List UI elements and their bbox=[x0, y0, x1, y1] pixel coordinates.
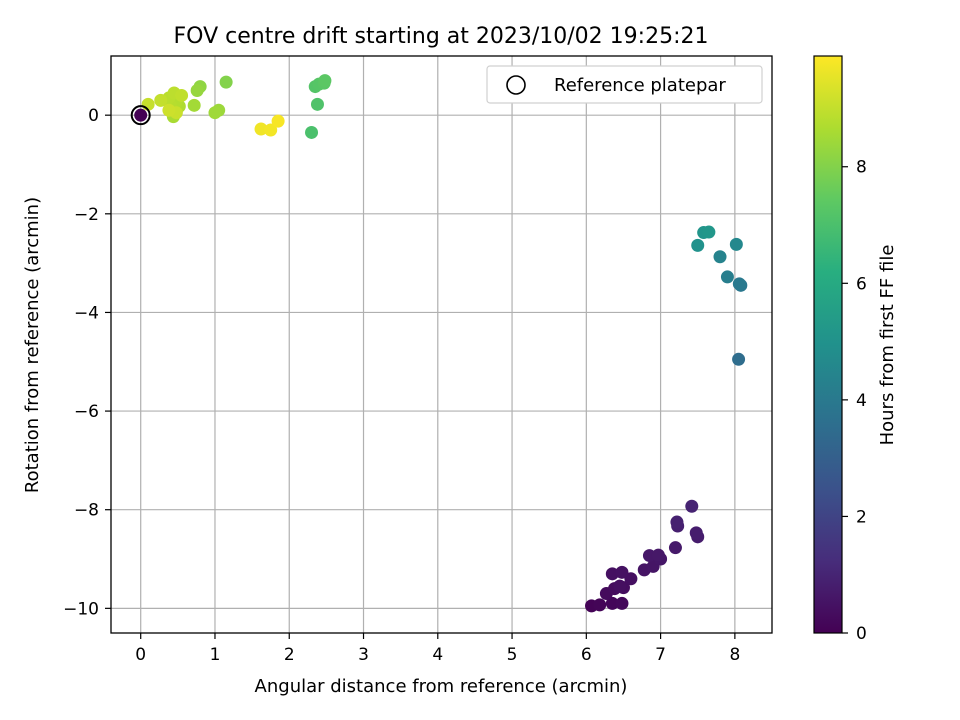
reference-platepar-marker bbox=[130, 105, 151, 126]
y-axis-ticks: 0 −2 −4 −6 −8 −10 bbox=[63, 106, 111, 619]
legend: Reference platepar bbox=[486, 65, 763, 104]
data-point bbox=[219, 75, 233, 89]
colorbar-ticks: 0 2 4 6 8 bbox=[842, 158, 867, 644]
data-points bbox=[134, 74, 748, 613]
colorbar-tick-label: 6 bbox=[856, 274, 867, 294]
x-tick-label: 3 bbox=[358, 645, 369, 665]
y-tick-label: −8 bbox=[74, 501, 99, 521]
data-point bbox=[162, 103, 176, 117]
data-point bbox=[134, 108, 148, 122]
data-point bbox=[605, 567, 619, 581]
x-axis-label: Angular distance from reference (arcmin) bbox=[255, 676, 628, 697]
grid-lines bbox=[111, 56, 772, 633]
colorbar-label: Hours from first FF file bbox=[877, 245, 898, 446]
data-point bbox=[187, 98, 201, 112]
colorbar-tick-label: 8 bbox=[856, 158, 867, 178]
data-point bbox=[691, 238, 705, 252]
data-point bbox=[732, 352, 746, 366]
data-point bbox=[190, 84, 204, 98]
data-point bbox=[271, 114, 285, 128]
y-axis-label: Rotation from reference (arcmin) bbox=[22, 197, 43, 493]
y-tick-label: −2 bbox=[74, 205, 99, 225]
y-tick-label: −4 bbox=[74, 303, 99, 323]
colorbar-tick-label: 2 bbox=[856, 507, 867, 527]
x-tick-label: 6 bbox=[581, 645, 592, 665]
data-point bbox=[720, 270, 734, 284]
data-point bbox=[702, 225, 716, 239]
x-tick-label: 2 bbox=[284, 645, 295, 665]
x-tick-label: 4 bbox=[432, 645, 443, 665]
data-point bbox=[305, 125, 319, 139]
data-point bbox=[651, 548, 665, 562]
data-point bbox=[264, 123, 278, 137]
data-point bbox=[593, 598, 607, 612]
colorbar: 0 2 4 6 8 Hours from first FF file bbox=[813, 55, 898, 644]
x-tick-label: 1 bbox=[210, 645, 221, 665]
y-tick-label: −6 bbox=[74, 402, 99, 422]
data-point bbox=[713, 250, 727, 264]
colorbar-tick-label: 0 bbox=[856, 624, 867, 644]
data-point bbox=[689, 526, 703, 540]
legend-box bbox=[486, 65, 763, 104]
data-point bbox=[254, 122, 268, 136]
data-point bbox=[732, 277, 746, 291]
legend-marker-icon bbox=[506, 75, 526, 95]
data-point bbox=[670, 515, 684, 529]
data-point bbox=[615, 596, 629, 610]
plot-frame bbox=[110, 55, 773, 634]
data-point bbox=[668, 541, 682, 555]
data-point bbox=[154, 93, 168, 107]
x-tick-label: 8 bbox=[729, 645, 740, 665]
data-point bbox=[613, 579, 627, 593]
x-axis-ticks: 0 1 2 3 4 5 6 7 8 bbox=[135, 633, 740, 665]
chart-title: FOV centre drift starting at 2023/10/02 … bbox=[174, 24, 709, 49]
data-point bbox=[685, 499, 699, 513]
data-point bbox=[208, 106, 222, 120]
y-tick-label: 0 bbox=[88, 106, 99, 126]
data-point bbox=[605, 596, 619, 610]
colorbar-tick-label: 4 bbox=[856, 391, 867, 411]
x-tick-label: 0 bbox=[135, 645, 146, 665]
data-point bbox=[310, 97, 324, 111]
data-point bbox=[615, 565, 629, 579]
data-point bbox=[175, 88, 189, 102]
data-point bbox=[729, 237, 743, 251]
legend-entry: Reference platepar bbox=[554, 75, 726, 96]
x-tick-label: 5 bbox=[507, 645, 518, 665]
y-tick-label: −10 bbox=[63, 599, 99, 619]
colorbar-gradient bbox=[813, 55, 843, 634]
x-tick-label: 7 bbox=[655, 645, 666, 665]
data-point bbox=[318, 74, 332, 88]
